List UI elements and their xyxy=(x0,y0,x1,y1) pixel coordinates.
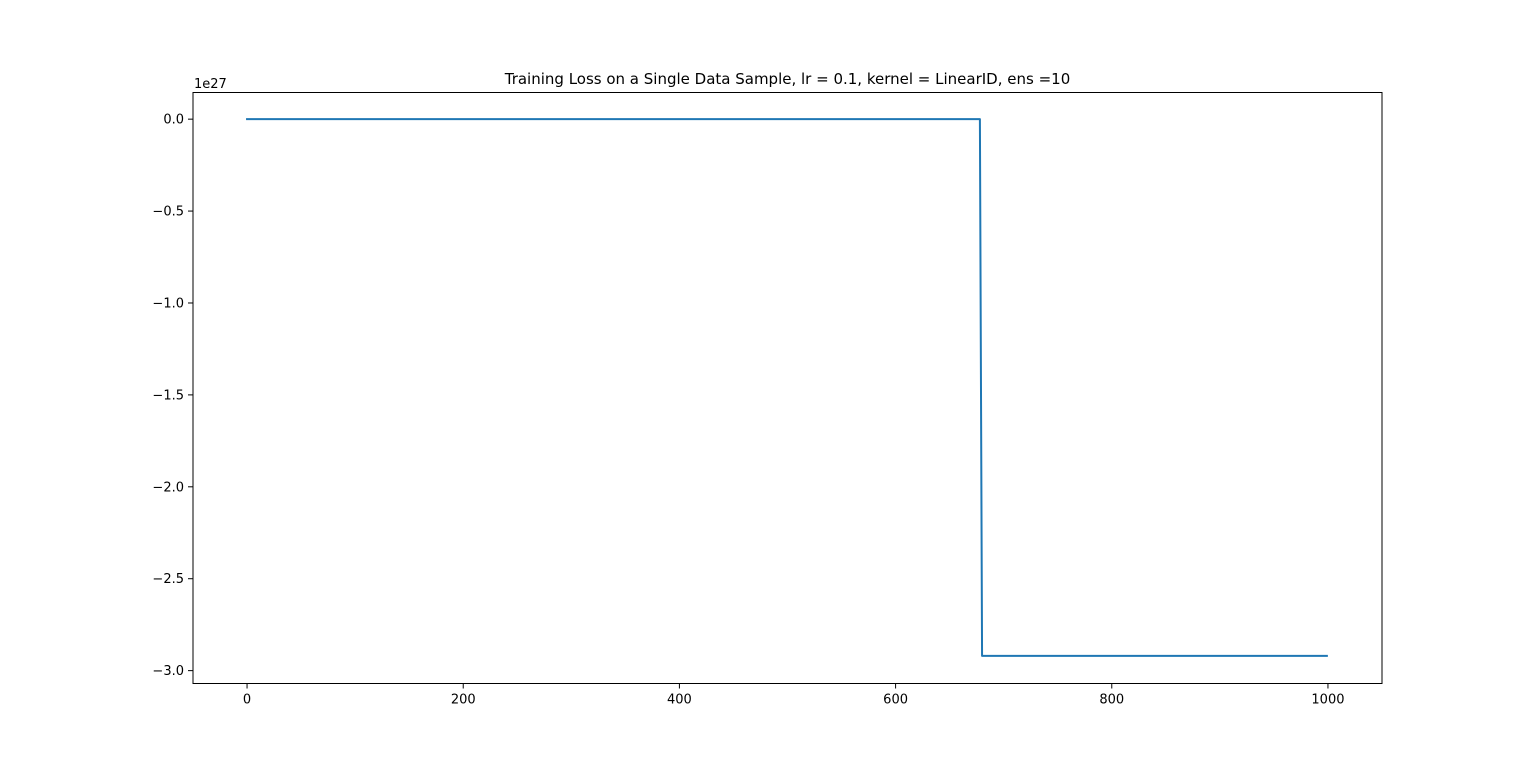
y-tick-label: −0.5 xyxy=(152,205,184,220)
chart-title: Training Loss on a Single Data Sample, l… xyxy=(504,70,1071,88)
y-tick-label: −1.0 xyxy=(152,296,184,311)
y-tick-label: 0.0 xyxy=(163,113,184,128)
x-tick-label: 1000 xyxy=(1311,693,1344,708)
y-tick-label: −2.5 xyxy=(152,572,184,587)
x-tick-label: 0 xyxy=(243,693,251,708)
x-tick-label: 200 xyxy=(451,693,476,708)
series-group xyxy=(246,118,1328,657)
y-axis-offset-label: 1e27 xyxy=(194,77,227,92)
x-tick-label: 400 xyxy=(667,693,692,708)
y-tick-label: −1.5 xyxy=(152,388,184,403)
series-line-0 xyxy=(246,118,1328,657)
x-axis-ticks: 0 200 400 600 800 1000 xyxy=(243,683,1345,708)
y-tick-label: −3.0 xyxy=(152,664,184,679)
x-tick-label: 800 xyxy=(1099,693,1124,708)
plot-area-frame xyxy=(192,92,1383,684)
x-tick-label: 600 xyxy=(883,693,908,708)
y-axis-ticks: 0.0 −0.5 −1.0 −1.5 −2.0 −2.5 −3.0 xyxy=(152,113,193,679)
y-tick-label: −2.0 xyxy=(152,480,184,495)
